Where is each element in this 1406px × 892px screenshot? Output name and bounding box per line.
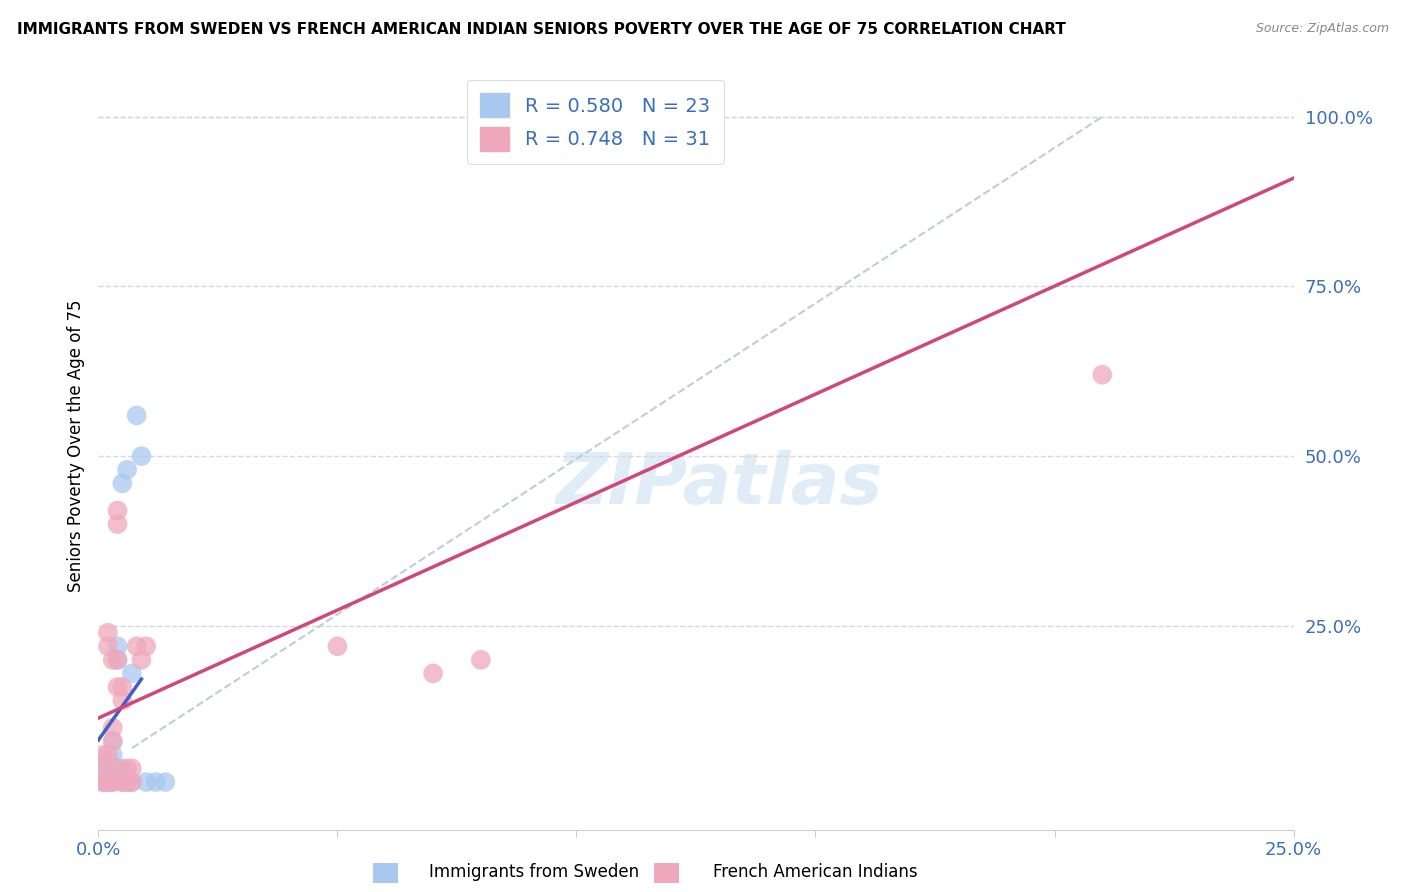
- Point: [121, 775, 143, 789]
- Point: [101, 721, 124, 735]
- Point: [145, 775, 167, 789]
- Point: [91, 762, 114, 776]
- Point: [97, 640, 120, 654]
- Point: [101, 775, 124, 789]
- Point: [111, 693, 134, 707]
- Point: [115, 463, 138, 477]
- Point: [661, 110, 683, 124]
- Point: [91, 775, 114, 789]
- Point: [97, 747, 120, 762]
- Point: [470, 653, 492, 667]
- Point: [111, 680, 134, 694]
- Point: [107, 768, 129, 782]
- Point: [107, 762, 129, 776]
- Point: [97, 755, 120, 769]
- Point: [121, 666, 143, 681]
- Point: [115, 775, 138, 789]
- Point: [111, 775, 134, 789]
- Point: [97, 775, 120, 789]
- Point: [97, 768, 120, 782]
- Point: [422, 666, 444, 681]
- Point: [155, 775, 177, 789]
- Point: [107, 503, 129, 517]
- Legend: R = 0.580   N = 23, R = 0.748   N = 31: R = 0.580 N = 23, R = 0.748 N = 31: [467, 79, 724, 164]
- Point: [125, 409, 148, 423]
- Point: [121, 762, 143, 776]
- Point: [101, 734, 124, 748]
- Point: [107, 653, 129, 667]
- Point: [97, 625, 120, 640]
- Point: [1091, 368, 1114, 382]
- Y-axis label: Seniors Poverty Over the Age of 75: Seniors Poverty Over the Age of 75: [66, 300, 84, 592]
- Point: [97, 775, 120, 789]
- Text: IMMIGRANTS FROM SWEDEN VS FRENCH AMERICAN INDIAN SENIORS POVERTY OVER THE AGE OF: IMMIGRANTS FROM SWEDEN VS FRENCH AMERICA…: [17, 22, 1066, 37]
- Text: Immigrants from Sweden: Immigrants from Sweden: [429, 863, 640, 881]
- Point: [101, 747, 124, 762]
- Point: [107, 653, 129, 667]
- Point: [91, 747, 114, 762]
- Point: [111, 476, 134, 491]
- Point: [115, 775, 138, 789]
- Point: [101, 734, 124, 748]
- Point: [115, 762, 138, 776]
- Point: [131, 653, 153, 667]
- Point: [135, 775, 157, 789]
- Text: French American Indians: French American Indians: [713, 863, 918, 881]
- Point: [91, 775, 114, 789]
- Text: Source: ZipAtlas.com: Source: ZipAtlas.com: [1256, 22, 1389, 36]
- Text: ZIPatlas: ZIPatlas: [557, 450, 883, 519]
- Point: [107, 680, 129, 694]
- Point: [111, 762, 134, 776]
- Point: [101, 653, 124, 667]
- Point: [107, 517, 129, 532]
- Point: [107, 640, 129, 654]
- Point: [131, 449, 153, 463]
- Point: [135, 640, 157, 654]
- Point: [91, 762, 114, 776]
- Point: [121, 775, 143, 789]
- Point: [111, 775, 134, 789]
- Point: [125, 640, 148, 654]
- Point: [101, 775, 124, 789]
- Point: [326, 640, 349, 654]
